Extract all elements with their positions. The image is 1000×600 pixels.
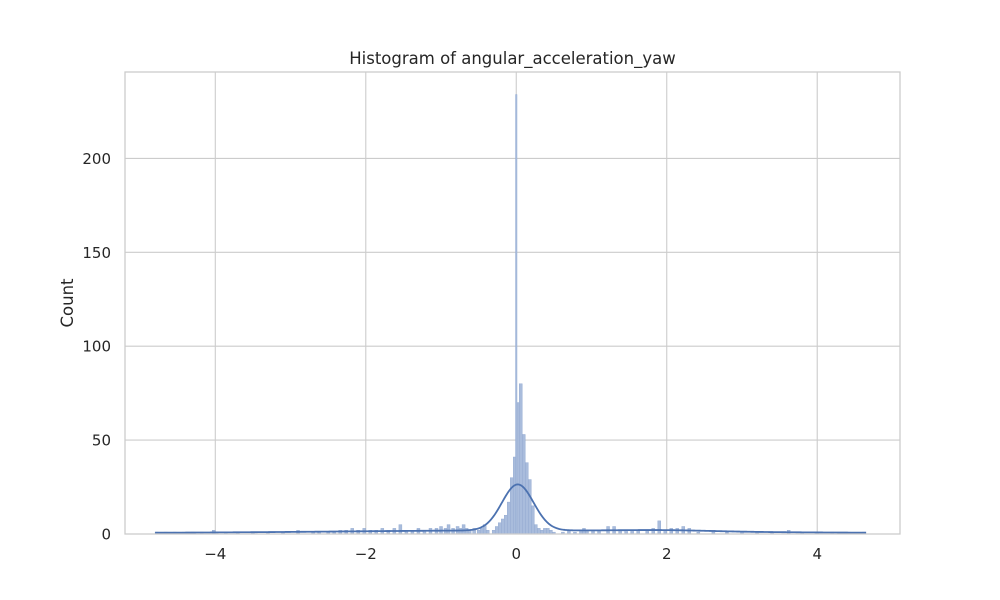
histogram-bar: [537, 528, 541, 535]
histogram-bar: [546, 528, 550, 535]
plot-frame: [124, 71, 901, 535]
histogram-bar: [531, 505, 535, 535]
histogram-bar: [528, 479, 532, 535]
histogram-bar: [507, 501, 511, 535]
kde-curve: [155, 483, 867, 534]
histogram-bar: [519, 383, 523, 535]
y-axis-label: Count: [58, 278, 77, 328]
histogram-bar: [675, 528, 679, 535]
histogram-bar-peak: [515, 94, 518, 535]
chart-title: Histogram of angular_acceleration_yaw: [349, 49, 675, 69]
histogram-bar: [398, 524, 403, 535]
histogram-bar: [657, 520, 661, 535]
histogram-bar: [525, 462, 529, 535]
y-tick-label: 50: [92, 432, 111, 450]
x-tick-label: 2: [662, 545, 672, 563]
x-tick-label: −4: [204, 545, 226, 563]
histogram-bar: [534, 524, 538, 535]
x-tick-labels: −4 −2 0 2 4: [204, 545, 822, 563]
histogram-bar: [504, 515, 508, 535]
histogram-bar: [461, 524, 466, 535]
y-tick-label: 100: [82, 338, 111, 356]
histogram-bar: [479, 528, 484, 535]
x-tick-label: 4: [812, 545, 822, 563]
histogram-bar: [498, 522, 502, 535]
y-tick-label: 0: [101, 526, 111, 544]
histogram-bar: [522, 434, 526, 535]
histogram-bar: [501, 518, 505, 535]
histogram-bar: [669, 528, 673, 535]
x-tick-label: −2: [355, 545, 377, 563]
y-tick-labels: 0 50 100 150 200: [82, 150, 111, 544]
histogram-bar: [494, 526, 499, 535]
histogram-bars: [154, 94, 866, 535]
x-tick-label: 0: [511, 545, 521, 563]
grid-lines: [125, 72, 900, 535]
histogram-bar: [446, 524, 451, 535]
histogram-bar: [543, 528, 547, 535]
y-tick-label: 200: [82, 150, 111, 168]
y-tick-label: 150: [82, 244, 111, 262]
